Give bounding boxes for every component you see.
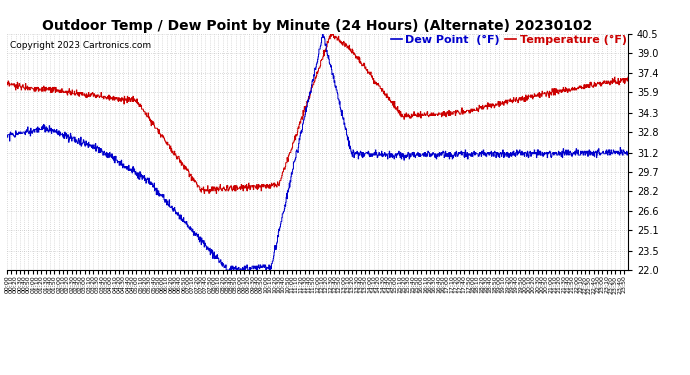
Text: Copyright 2023 Cartronics.com: Copyright 2023 Cartronics.com <box>10 41 151 50</box>
Legend: Dew Point  (°F), Temperature (°F): Dew Point (°F), Temperature (°F) <box>391 35 627 45</box>
Title: Outdoor Temp / Dew Point by Minute (24 Hours) (Alternate) 20230102: Outdoor Temp / Dew Point by Minute (24 H… <box>42 19 593 33</box>
